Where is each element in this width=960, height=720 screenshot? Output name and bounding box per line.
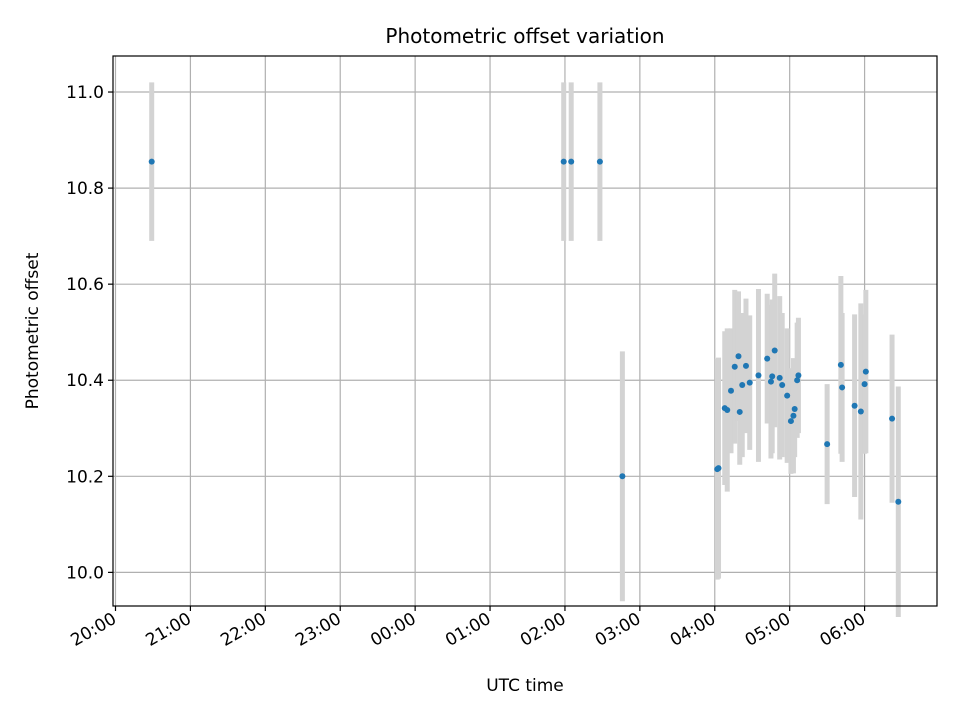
data-point [764,355,771,362]
data-point [715,465,722,472]
x-axis-label: UTC time [486,676,564,696]
data-point [148,158,155,165]
y-tick-label: 11.0 [66,83,104,103]
data-point [746,379,753,386]
y-tick-label: 10.4 [66,371,104,391]
data-point [824,441,831,448]
data-point [560,158,567,165]
data-point [776,374,783,381]
data-point [769,373,776,380]
y-axis: 10.0 10.2 10.4 10.6 10.8 11.0 [66,83,113,583]
data-point [724,407,731,414]
y-tick-label: 10.6 [66,275,104,295]
data-point [731,363,738,370]
data-point [787,418,794,425]
chart-title: Photometric offset variation [385,24,664,48]
data-point [736,408,743,415]
data-point [619,473,626,480]
data-point [794,377,801,384]
data-point [790,412,797,419]
data-point [596,158,603,165]
data-point [742,362,749,369]
y-tick-label: 10.8 [66,179,104,199]
data-point [779,382,786,389]
data-points [148,158,902,505]
data-point [771,347,778,354]
data-point [767,378,774,385]
data-point [791,406,798,413]
data-point [728,387,734,394]
data-point [851,402,858,409]
y-axis-label: Photometric offset [23,252,43,409]
data-point [862,368,869,375]
y-tick-label: 10.2 [66,467,104,487]
data-point [857,408,864,415]
data-point [739,382,746,389]
data-point [837,361,844,368]
plot-frame [112,55,938,607]
data-point [861,381,868,388]
data-point [895,498,902,505]
data-point [784,392,791,399]
data-point [839,384,846,391]
data-point [735,353,742,360]
data-point [889,415,896,422]
data-point [755,372,762,379]
y-tick-label: 10.0 [66,563,104,583]
data-point [795,372,802,379]
data-point [568,158,575,165]
